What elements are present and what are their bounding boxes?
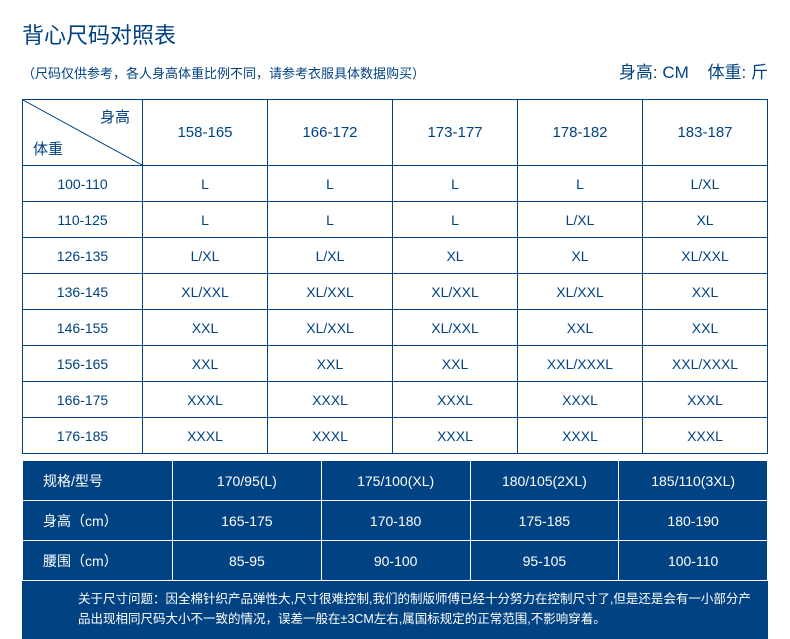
col-header: 158-165 (143, 100, 268, 166)
page-title: 背心尺码对照表 (22, 18, 768, 50)
size-cell: XL/XXL (268, 274, 393, 310)
spec-cell: 90-100 (321, 541, 470, 581)
col-header: 166-172 (268, 100, 393, 166)
diag-bottom-label: 体重 (33, 138, 63, 159)
footer-note: 关于尺寸问题：因全棉针织产品弹性大,尺寸很难控制,我们的制版师傅已经十分努力在控… (22, 581, 768, 639)
size-cell: L/XL (268, 238, 393, 274)
size-cell: XXXL (268, 418, 393, 454)
spec-cell: 100-110 (619, 541, 768, 581)
size-cell: XXXL (643, 382, 768, 418)
size-cell: L (143, 202, 268, 238)
size-cell: XXXL (143, 418, 268, 454)
size-cell: XXXL (143, 382, 268, 418)
col-header: 173-177 (393, 100, 518, 166)
spec-cell: 170-180 (321, 501, 470, 541)
spec-cell: 180/105(2XL) (470, 461, 619, 501)
spec-cell: 175/100(XL) (321, 461, 470, 501)
size-cell: XL (518, 238, 643, 274)
size-cell: XXL (643, 274, 768, 310)
row-header: 100-110 (23, 166, 143, 202)
table-row: 腰围（cm）85-9590-10095-105100-110 (23, 541, 768, 581)
size-table-header-row: 身高 体重 158-165 166-172 173-177 178-182 18… (23, 100, 768, 166)
table-row: 126-135L/XLL/XLXLXLXL/XXL (23, 238, 768, 274)
spec-cell: 170/95(L) (173, 461, 322, 501)
size-cell: L (143, 166, 268, 202)
size-cell: L (393, 166, 518, 202)
unit-weight: 体重: 斤 (708, 63, 768, 82)
size-cell: XXXL (393, 382, 518, 418)
row-header: 146-155 (23, 310, 143, 346)
size-cell: L/XL (518, 202, 643, 238)
size-cell: XXL (518, 310, 643, 346)
spec-row-label: 规格/型号 (23, 461, 173, 501)
spec-cell: 185/110(3XL) (619, 461, 768, 501)
size-cell: XXXL (518, 382, 643, 418)
size-cell: XL/XXL (268, 310, 393, 346)
size-cell: L (518, 166, 643, 202)
spec-row-label: 腰围（cm） (23, 541, 173, 581)
size-cell: XL (643, 202, 768, 238)
size-cell: XXXL (268, 382, 393, 418)
size-cell: XL/XXL (393, 310, 518, 346)
units-text: 身高: CM 体重: 斤 (605, 58, 768, 83)
unit-height: 身高: CM (619, 63, 689, 82)
row-header: 110-125 (23, 202, 143, 238)
diag-top-label: 身高 (100, 106, 130, 127)
subtitle-row: （尺码仅供参考，各人身高体重比例不同，请参考衣服具体数据购买） 身高: CM 体… (22, 58, 768, 83)
row-header: 166-175 (23, 382, 143, 418)
size-cell: XXXL (393, 418, 518, 454)
size-cell: XXL (143, 310, 268, 346)
table-row: 156-165XXLXXLXXLXXL/XXXLXXL/XXXL (23, 346, 768, 382)
size-cell: XXXL (643, 418, 768, 454)
spec-cell: 175-185 (470, 501, 619, 541)
table-row: 110-125LLLL/XLXL (23, 202, 768, 238)
col-header: 183-187 (643, 100, 768, 166)
size-cell: XL/XXL (143, 274, 268, 310)
row-header: 156-165 (23, 346, 143, 382)
size-cell: XXL (143, 346, 268, 382)
table-row: 100-110LLLLL/XL (23, 166, 768, 202)
table-row: 身高（cm）165-175170-180175-185180-190 (23, 501, 768, 541)
size-cell: XXL (393, 346, 518, 382)
row-header: 176-185 (23, 418, 143, 454)
table-row: 146-155XXLXL/XXLXL/XXLXXLXXL (23, 310, 768, 346)
spec-table: 规格/型号170/95(L)175/100(XL)180/105(2XL)185… (22, 460, 768, 581)
size-cell: L/XL (643, 166, 768, 202)
table-row: 176-185XXXLXXXLXXXLXXXLXXXL (23, 418, 768, 454)
size-cell: L (268, 202, 393, 238)
col-header: 178-182 (518, 100, 643, 166)
size-cell: XXL (643, 310, 768, 346)
size-cell: L (268, 166, 393, 202)
size-cell: XL/XXL (393, 274, 518, 310)
row-header: 136-145 (23, 274, 143, 310)
diagonal-header: 身高 体重 (23, 100, 143, 166)
spec-cell: 95-105 (470, 541, 619, 581)
spec-cell: 180-190 (619, 501, 768, 541)
size-cell: XL/XXL (518, 274, 643, 310)
size-cell: XXL (268, 346, 393, 382)
spec-cell: 85-95 (173, 541, 322, 581)
table-row: 136-145XL/XXLXL/XXLXL/XXLXL/XXLXXL (23, 274, 768, 310)
size-cell: L/XL (143, 238, 268, 274)
spec-cell: 165-175 (173, 501, 322, 541)
row-header: 126-135 (23, 238, 143, 274)
spec-row-label: 身高（cm） (23, 501, 173, 541)
size-cell: XXL/XXXL (643, 346, 768, 382)
size-table: 身高 体重 158-165 166-172 173-177 178-182 18… (22, 99, 768, 454)
size-cell: XXL/XXXL (518, 346, 643, 382)
subtitle-text: （尺码仅供参考，各人身高体重比例不同，请参考衣服具体数据购买） (22, 63, 425, 82)
size-cell: XL/XXL (643, 238, 768, 274)
size-cell: XXXL (518, 418, 643, 454)
size-cell: XL (393, 238, 518, 274)
table-row: 规格/型号170/95(L)175/100(XL)180/105(2XL)185… (23, 461, 768, 501)
table-row: 166-175XXXLXXXLXXXLXXXLXXXL (23, 382, 768, 418)
size-cell: L (393, 202, 518, 238)
